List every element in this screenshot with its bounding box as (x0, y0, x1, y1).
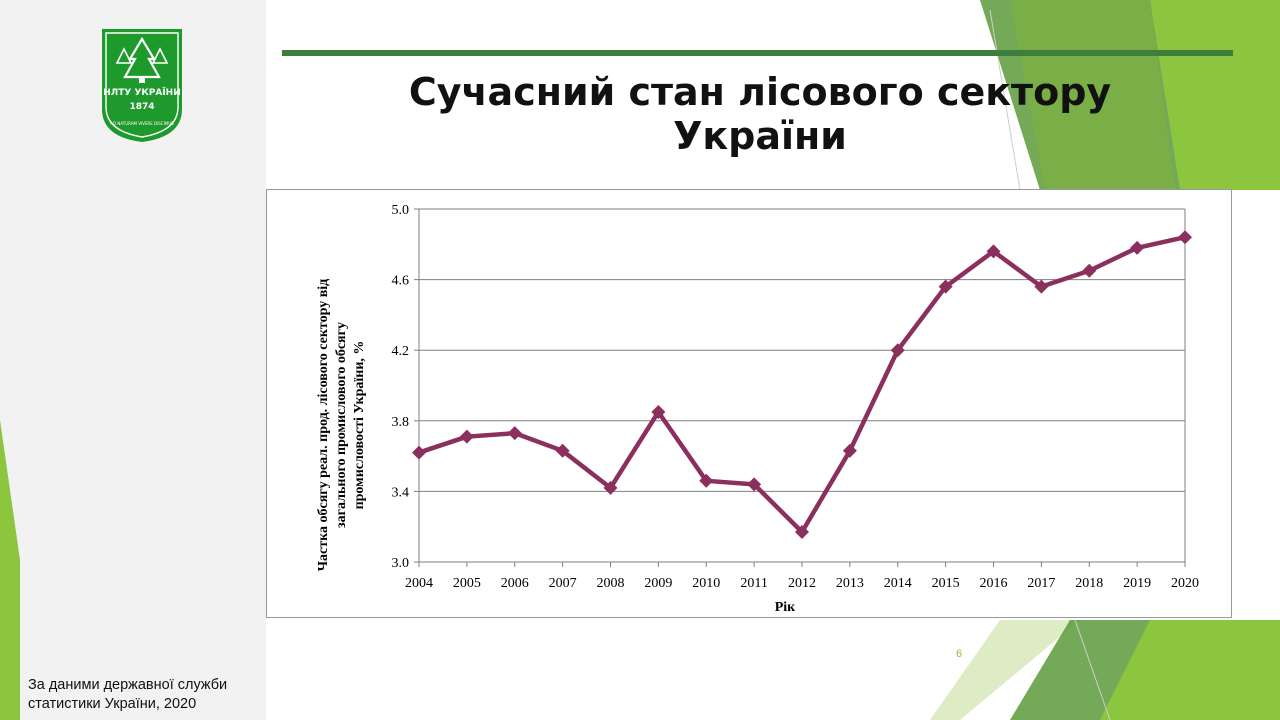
x-tick-label: 2005 (453, 576, 481, 591)
data-point (459, 429, 474, 444)
data-point (507, 426, 522, 441)
y-tick-label: 5.0 (392, 203, 410, 218)
source-line-2: статистики України, 2020 (28, 696, 197, 712)
x-tick-label: 2014 (884, 576, 912, 591)
axes (414, 208, 1186, 567)
x-tick-label: 2017 (1027, 576, 1055, 591)
x-tick-label: 2009 (644, 576, 672, 591)
university-logo: НЛТУ УКРАЇНИ 1874 AD NATURAM VIVERE DISC… (102, 29, 182, 142)
gridlines (419, 208, 1185, 563)
page-number: 6 (956, 648, 963, 660)
series-points (412, 230, 1192, 539)
data-point (1034, 279, 1049, 294)
y-axis-label-line-1: Частка обсягу реал. прод. лісового секто… (316, 279, 331, 571)
slide-title: Сучасний стан лісового сектору України (330, 70, 1190, 158)
y-axis-label-line-3: промисловості України, % (352, 341, 367, 510)
x-tick-label: 2013 (836, 576, 864, 591)
data-point (412, 445, 426, 460)
logo-text: НЛТУ УКРАЇНИ (103, 87, 181, 98)
data-point (1082, 263, 1097, 278)
y-tick-label: 4.2 (392, 344, 410, 359)
x-tick-labels: 2004 2005 2006 2007 2008 2009 2010 2011 2012 2013… (405, 576, 1199, 591)
x-tick-label: 2006 (501, 576, 529, 591)
data-point (1178, 230, 1192, 245)
data-point (747, 477, 762, 492)
slide-title-line-2: України (673, 114, 847, 158)
y-tick-labels: 3.0 3.4 3.8 4.2 4.6 5.0 (392, 203, 410, 571)
data-point (1130, 240, 1145, 255)
data-point (603, 480, 618, 495)
series-line-path (418, 235, 1186, 535)
x-tick-label: 2008 (597, 576, 625, 591)
x-tick-label: 2007 (549, 576, 577, 591)
logo-year: 1874 (129, 102, 154, 112)
x-tick-label: 2018 (1075, 576, 1103, 591)
y-axis-label-line-2: загального промислового обсягу (334, 322, 349, 528)
data-point (555, 443, 570, 458)
x-tick-label: 2020 (1171, 576, 1199, 591)
y-tick-label: 3.0 (392, 556, 410, 571)
data-point (842, 443, 857, 458)
y-tick-label: 4.6 (392, 274, 410, 289)
data-point (651, 404, 666, 419)
data-point (890, 343, 905, 358)
line-chart: 3.03.43.84.24.65.0 2004 2005 2006 2007 2008 2… (316, 203, 1199, 615)
y-tick-label: 3.4 (392, 485, 410, 500)
data-point (795, 524, 809, 539)
x-tick-label: 2011 (740, 576, 767, 591)
title-accent-bar (282, 50, 1233, 56)
y-axis-label: Частка обсягу реал. прод. лісового секто… (316, 279, 367, 571)
y-tick-label: 3.8 (392, 415, 410, 430)
x-tick-label: 2019 (1123, 576, 1151, 591)
data-point (938, 279, 953, 294)
data-point (986, 244, 1001, 259)
source-note: За даними державної служби статистики Ук… (28, 676, 258, 714)
chart-frame: 3.0 3.4 3.8 4.2 4.6 5.0 2004 2005 2006 2007 2008 2… (266, 189, 1232, 618)
x-tick-label: 2004 (405, 576, 433, 591)
x-axis-label: Рік (775, 600, 796, 615)
data-point (699, 473, 714, 488)
slide-title-line-1: Сучасний стан лісового сектору (408, 70, 1112, 114)
series-line (418, 235, 1186, 535)
logo-motto: AD NATURAM VIVERE DISCIMUS (110, 121, 174, 126)
x-tick-label: 2016 (980, 576, 1008, 591)
source-line-1: За даними державної служби (28, 677, 228, 693)
x-tick-label: 2010 (692, 576, 720, 591)
x-tick-label: 2012 (788, 576, 816, 591)
x-tick-label: 2015 (932, 576, 960, 591)
